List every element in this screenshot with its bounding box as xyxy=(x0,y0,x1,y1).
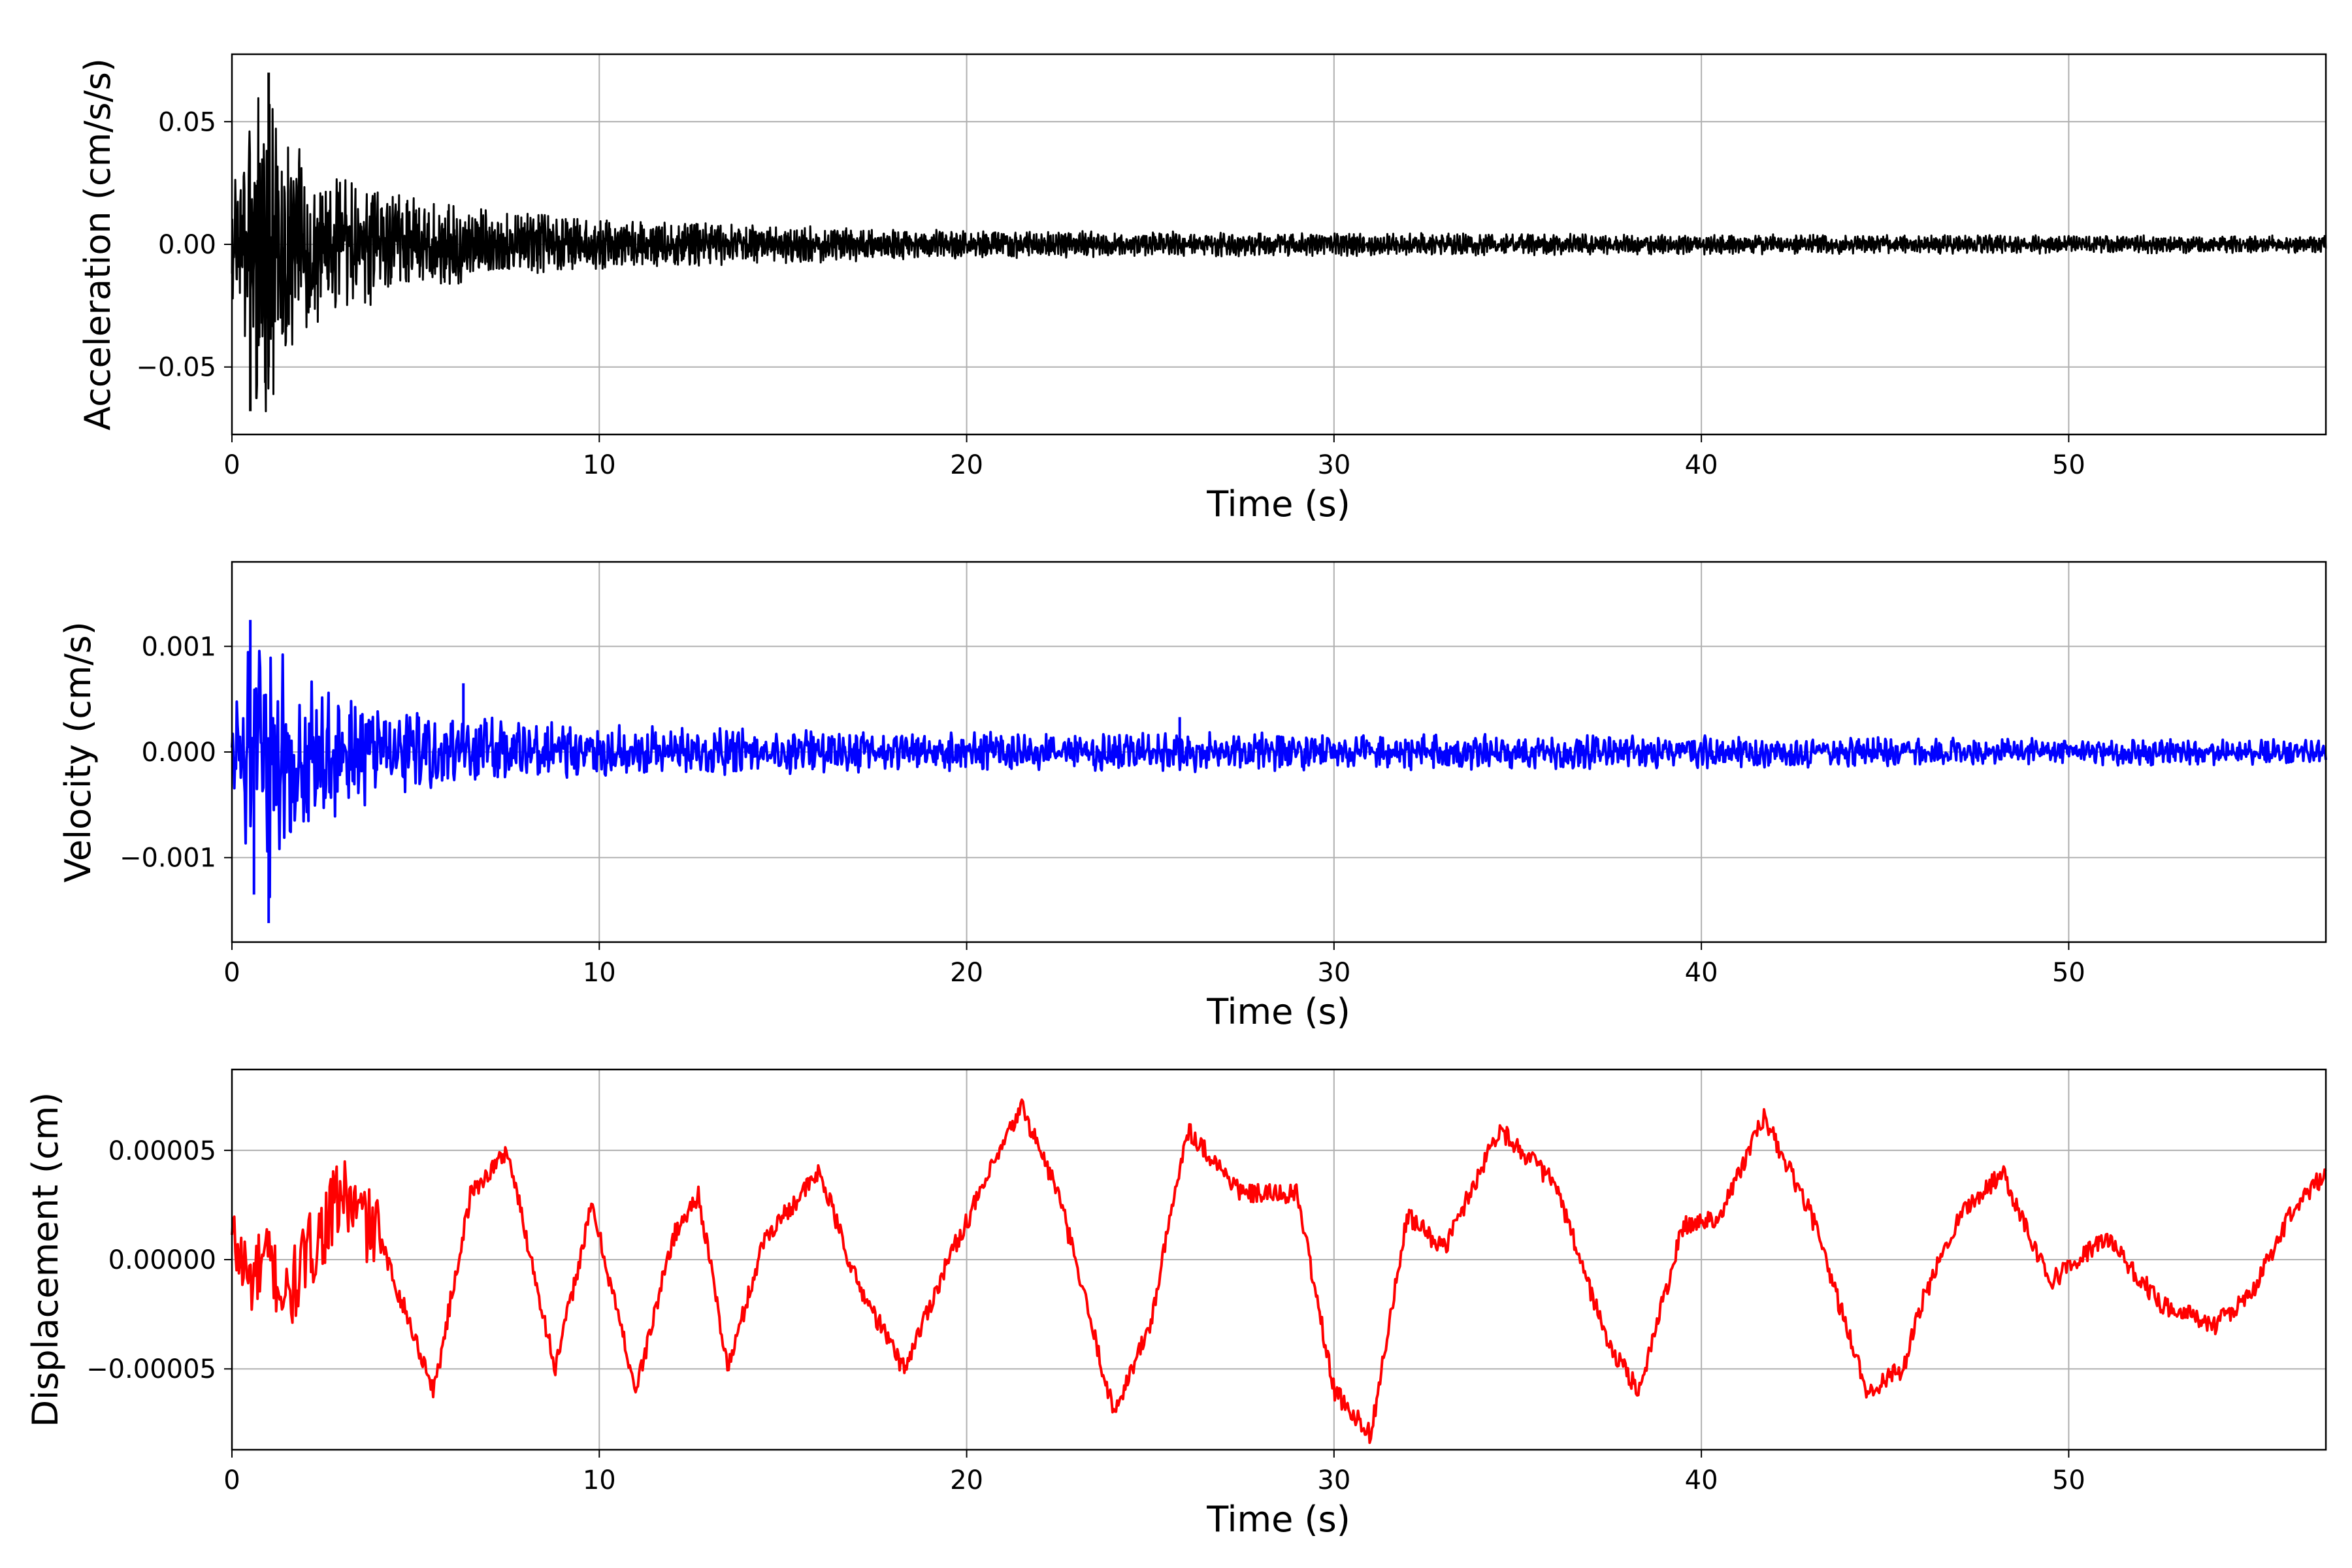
acceleration-marks xyxy=(249,73,270,412)
velocity-series xyxy=(231,649,2327,898)
velocity-y-axis-label: Velocity (cm/s) xyxy=(57,621,99,883)
displacement-x-tick-label: 30 xyxy=(1317,1465,1350,1495)
acceleration-x-tick-label: 10 xyxy=(583,450,616,480)
displacement-y-tick-label: −0.00005 xyxy=(86,1354,216,1384)
displacement-x-tick-label: 10 xyxy=(583,1465,616,1495)
displacement-grid xyxy=(232,1070,2326,1450)
velocity-x-tick-label: 0 xyxy=(223,958,240,988)
velocity-marks xyxy=(249,619,1181,923)
displacement-y-tick-label: 0.00000 xyxy=(108,1245,216,1275)
displacement-y-tick-label: 0.00005 xyxy=(108,1136,216,1166)
velocity-y-ticks: −0.001 0.000 0.001 xyxy=(120,632,232,874)
displacement-series xyxy=(231,1098,2327,1445)
acceleration-x-tick-label: 0 xyxy=(223,450,240,480)
acceleration-x-tick-label: 50 xyxy=(2052,450,2085,480)
displacement-trace-line xyxy=(231,1098,2327,1445)
velocity-x-tick-label: 10 xyxy=(583,958,616,988)
acceleration-x-axis-label: Time (s) xyxy=(1206,483,1350,525)
acceleration-x-tick-label: 30 xyxy=(1317,450,1350,480)
acceleration-trace-line xyxy=(231,97,2327,412)
velocity-trace-line xyxy=(231,649,2327,898)
velocity-panel: 0 10 20 30 40 50 −0.001 0.000 0.001 Time (s) Ve… xyxy=(57,561,2327,1032)
acceleration-x-tick-label: 40 xyxy=(1685,450,1718,480)
displacement-panel: 0 10 20 30 40 50 −0.00005 0.00000 0.00005 Time … xyxy=(25,1068,2327,1540)
displacement-x-tick-label: 0 xyxy=(223,1465,240,1495)
acceleration-x-tick-label: 20 xyxy=(950,450,983,480)
acceleration-y-axis-label: Acceleration (cm/s/s) xyxy=(77,58,118,431)
acceleration-y-ticks: −0.05 0.00 0.05 xyxy=(136,107,232,383)
acceleration-y-tick-label: 0.05 xyxy=(158,107,216,137)
displacement-x-tick-label: 50 xyxy=(2052,1465,2085,1495)
velocity-x-tick-label: 30 xyxy=(1317,958,1350,988)
velocity-x-axis-label: Time (s) xyxy=(1206,991,1350,1032)
velocity-x-tick-label: 50 xyxy=(2052,958,2085,988)
velocity-y-tick-label: −0.001 xyxy=(120,843,216,874)
displacement-x-tick-label: 20 xyxy=(950,1465,983,1495)
acceleration-series xyxy=(231,97,2327,412)
velocity-y-tick-label: 0.001 xyxy=(141,632,216,662)
acceleration-y-tick-label: 0.00 xyxy=(158,230,216,260)
displacement-y-ticks: −0.00005 0.00000 0.00005 xyxy=(86,1136,232,1384)
acceleration-panel: 0 10 20 30 40 50 −0.05 0.00 0.05 Time (s) Accel… xyxy=(77,53,2327,525)
acceleration-x-ticks: 0 10 20 30 40 50 xyxy=(223,434,2085,480)
displacement-x-axis-label: Time (s) xyxy=(1206,1499,1350,1540)
velocity-x-tick-label: 40 xyxy=(1685,958,1718,988)
velocity-y-tick-label: 0.000 xyxy=(141,738,216,768)
displacement-y-axis-label: Displacement (cm) xyxy=(25,1092,66,1428)
velocity-x-ticks: 0 10 20 30 40 50 xyxy=(223,942,2085,988)
acceleration-y-tick-label: −0.05 xyxy=(136,353,216,383)
velocity-x-tick-label: 20 xyxy=(950,958,983,988)
displacement-x-ticks: 0 10 20 30 40 50 xyxy=(223,1450,2085,1495)
displacement-x-tick-label: 40 xyxy=(1685,1465,1718,1495)
